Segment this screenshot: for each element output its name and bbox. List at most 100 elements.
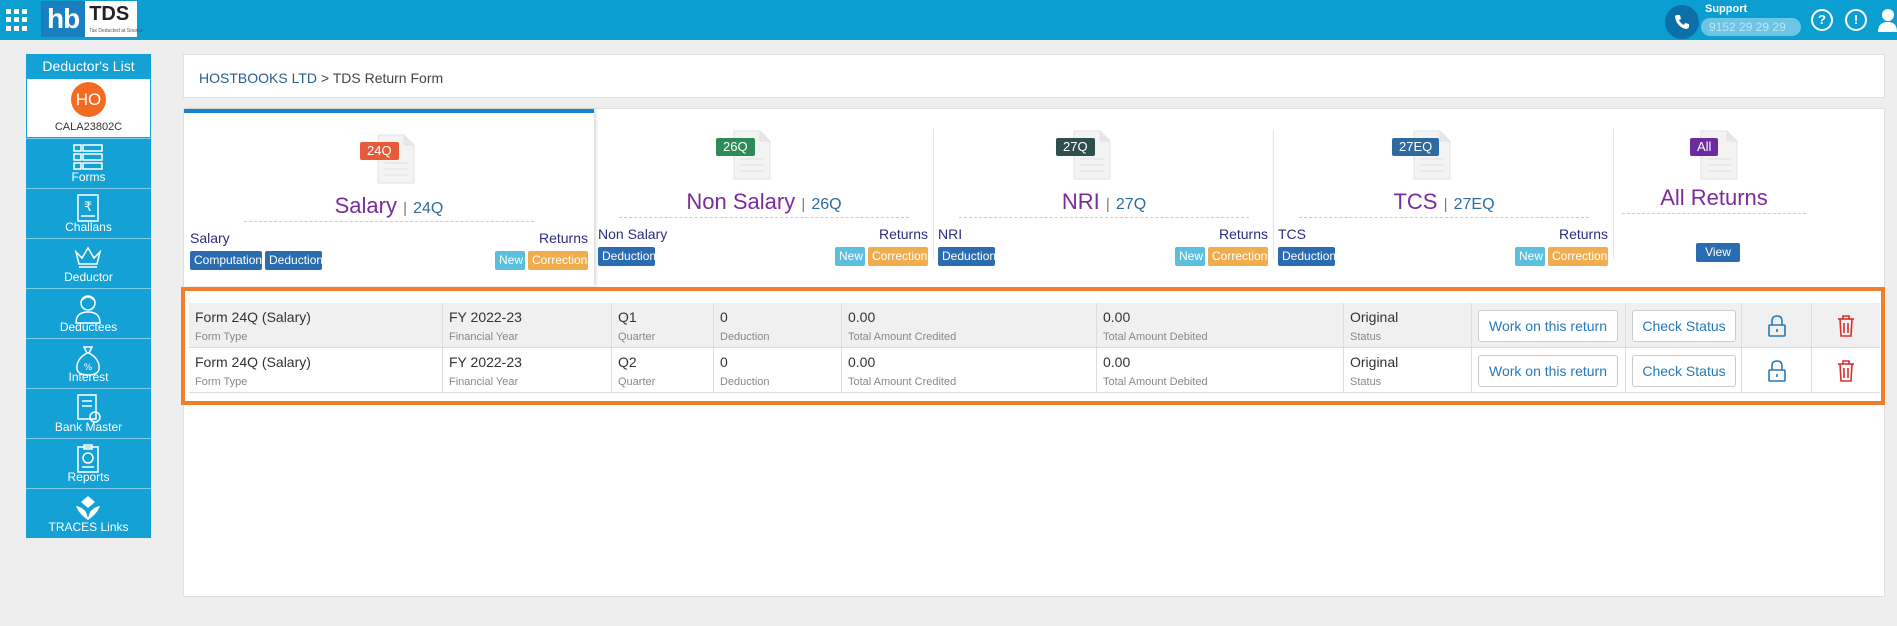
- card-returns-label: Returns: [878, 226, 928, 242]
- form-type-label: Form Type: [195, 331, 248, 343]
- returns-table-highlight: [181, 287, 1885, 405]
- check-status-button[interactable]: Check Status: [1632, 310, 1736, 342]
- deduction-label: Deduction: [720, 331, 770, 343]
- deduction-label: Deduction: [720, 376, 770, 388]
- trash-icon[interactable]: [1837, 360, 1855, 382]
- logo-tds: TDS Tax Deducted at Source: [85, 1, 143, 37]
- card-separator: [1273, 129, 1274, 259]
- cell-total-credited: 0.00 Total Amount Credited: [842, 348, 1097, 392]
- sidebar-item-reports[interactable]: Reports: [26, 438, 151, 488]
- table-row: Form 24Q (Salary) Form Type FY 2022-23 F…: [189, 348, 1880, 393]
- challan-icon: ₹: [77, 194, 99, 222]
- card-non-salary-26q[interactable]: 26Q Non Salary | 26Q Non Salary Returns …: [594, 109, 934, 286]
- new-return-button[interactable]: New: [1515, 247, 1545, 266]
- sidebar-item-bank-master[interactable]: Bank Master: [26, 388, 151, 438]
- sidebar-item-traces-links[interactable]: TRACES Links: [26, 488, 151, 538]
- status-label: Status: [1350, 376, 1382, 388]
- card-returns-label: Returns: [1218, 226, 1268, 242]
- cell-total-debited: 0.00 Total Amount Debited: [1097, 348, 1344, 392]
- card-title: Non Salary | 26Q: [594, 189, 934, 215]
- breadcrumb-company-link[interactable]: HOSTBOOKS LTD: [199, 70, 317, 86]
- new-return-button[interactable]: New: [495, 251, 525, 270]
- card-title-pipe: |: [403, 200, 407, 217]
- current-deductor[interactable]: HO CALA23802C: [26, 78, 151, 138]
- card-title: NRI | 27Q: [934, 189, 1274, 215]
- card-nri-27q[interactable]: 27Q NRI | 27Q NRI Returns Deduction New …: [934, 109, 1274, 286]
- sidebar-item-deductor[interactable]: Deductor: [26, 238, 151, 288]
- person-icon: [75, 295, 101, 324]
- correction-button[interactable]: Correction: [1208, 247, 1268, 266]
- correction-button[interactable]: Correction: [1548, 247, 1608, 266]
- sidebar-item-deductees[interactable]: Deductees: [26, 288, 151, 338]
- cell-total-credited: 0.00 Total Amount Credited: [842, 303, 1097, 347]
- card-divider: [1299, 217, 1589, 218]
- org-code: CALA23802C: [54, 121, 123, 133]
- logo-tds-text: TDS: [89, 3, 130, 25]
- report-icon: [77, 444, 99, 473]
- card-divider: [244, 221, 534, 222]
- view-all-button[interactable]: View all: [1696, 243, 1740, 278]
- status-value: Original: [1350, 354, 1399, 370]
- svg-text:%: %: [84, 363, 93, 373]
- logo-hb: hb: [41, 1, 86, 37]
- card-title-pipe: |: [801, 196, 806, 213]
- sidebar-item-label: Reports: [67, 470, 110, 484]
- check-status-button[interactable]: Check Status: [1632, 355, 1736, 387]
- deduction-button[interactable]: Deduction: [598, 247, 656, 266]
- card-salary-24q[interactable]: 24Q Salary | 24Q Salary Returns Computat…: [184, 109, 594, 286]
- sidebar-item-label: Deductees: [59, 320, 118, 334]
- card-divider: [1622, 213, 1806, 214]
- logo[interactable]: hb TDS Tax Deducted at Source: [41, 1, 143, 37]
- trash-icon[interactable]: [1837, 315, 1855, 337]
- deduction-button[interactable]: Deduction: [938, 247, 996, 266]
- cell-form-type: Form 24Q (Salary) Form Type: [189, 348, 443, 392]
- deductors-list-title[interactable]: Deductor's List: [26, 54, 151, 78]
- card-row-label: TCS: [1278, 226, 1306, 242]
- lock-icon[interactable]: [1768, 315, 1786, 337]
- sidebar-item-interest[interactable]: % Interest: [26, 338, 151, 388]
- status-label: Status: [1350, 331, 1382, 343]
- sidebar-item-challans[interactable]: ₹ Challans: [26, 188, 151, 238]
- deduction-value: 0: [720, 354, 728, 370]
- cell-quarter: Q2 Quarter: [612, 348, 714, 392]
- deduction-button[interactable]: Deduction: [265, 251, 323, 270]
- info-icon[interactable]: !: [1845, 9, 1867, 31]
- cell-status: Original Status: [1344, 348, 1472, 392]
- card-all-returns[interactable]: All All Returns View all: [1614, 109, 1814, 286]
- work-on-return-button[interactable]: Work on this return: [1478, 310, 1618, 342]
- deduction-button[interactable]: Deduction: [1278, 247, 1336, 266]
- sidebar-item-forms[interactable]: Forms: [26, 138, 151, 188]
- cell-form-type: Form 24Q (Salary) Form Type: [189, 303, 443, 347]
- new-return-button[interactable]: New: [835, 247, 865, 266]
- card-tcs-27eq[interactable]: 27EQ TCS | 27EQ TCS Returns Deduction Ne…: [1274, 109, 1614, 286]
- computation-button[interactable]: Computation: [190, 251, 262, 270]
- quarter-label: Quarter: [618, 376, 656, 388]
- support-label: Support: [1705, 3, 1748, 15]
- work-on-return-button[interactable]: Work on this return: [1478, 355, 1618, 387]
- correction-button[interactable]: Correction: [868, 247, 928, 266]
- total-debited-label: Total Amount Debited: [1103, 331, 1208, 343]
- app-grid-icon[interactable]: [6, 9, 28, 31]
- financial-year-value: FY 2022-23: [449, 309, 522, 325]
- correction-button[interactable]: Correction: [528, 251, 588, 270]
- help-icon[interactable]: ?: [1811, 9, 1833, 31]
- quarter-value: Q1: [618, 309, 637, 325]
- sidebar-item-label: TRACES Links: [48, 520, 129, 534]
- card-title-text: Non Salary: [686, 189, 796, 214]
- cell-delete: [1812, 303, 1880, 347]
- top-bar: hb TDS Tax Deducted at Source Support 91…: [0, 0, 1897, 40]
- card-title-text: Salary: [334, 193, 397, 218]
- cell-lock: [1742, 303, 1812, 347]
- total-debited-value: 0.00: [1103, 309, 1131, 325]
- traces-icon: [76, 496, 100, 520]
- total-credited-label: Total Amount Credited: [848, 376, 957, 388]
- new-return-button[interactable]: New: [1175, 247, 1205, 266]
- user-icon[interactable]: [1878, 8, 1897, 32]
- card-row-label: Non Salary: [598, 226, 668, 242]
- card-separator: [1613, 129, 1614, 259]
- financial-year-value: FY 2022-23: [449, 354, 522, 370]
- support-widget[interactable]: Support 9152 29 29 29: [1665, 3, 1801, 39]
- cell-status-action: Check Status: [1626, 348, 1742, 392]
- form-type-value: Form 24Q (Salary): [195, 354, 311, 370]
- lock-icon[interactable]: [1768, 360, 1786, 382]
